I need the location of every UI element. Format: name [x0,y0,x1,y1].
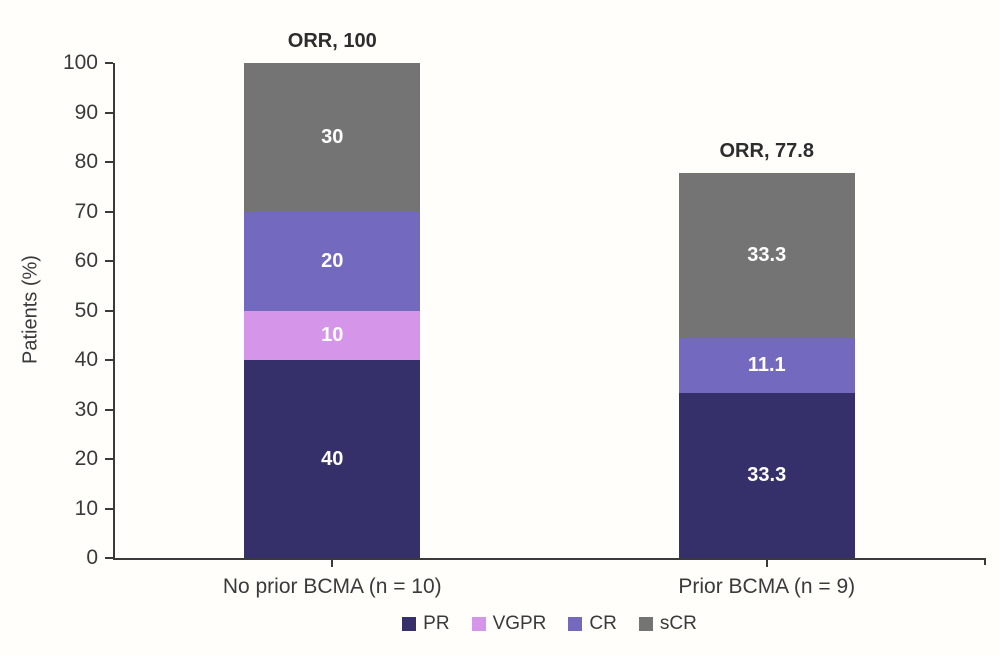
bar-segment-pr: 33.3 [678,393,855,558]
x-category-label: Prior BCMA (n = 9) [678,575,856,598]
y-tick-mark [105,210,113,213]
legend-label: VGPR [492,613,547,634]
y-tick-mark [105,161,113,163]
y-tick-mark [105,458,113,460]
x-tick-mark [331,560,334,567]
bar-value-label: 11.1 [747,354,786,377]
legend-item-cr: CR [568,613,617,635]
bar-segment-cr: 20 [244,211,421,311]
y-tick-label: 60 [74,249,98,272]
legend-item-pr: PR [402,613,450,635]
bar-segment-cr: 11.1 [678,338,855,394]
bar-segment-pr: 40 [244,360,421,558]
y-tick-label: 20 [74,447,98,470]
legend-item-vgpr: VGPR [471,613,547,635]
bar-value-label: 20 [321,249,344,272]
y-tick-mark [105,62,113,64]
x-axis-line [113,558,986,560]
legend-swatch-icon [402,617,417,631]
y-tick-mark [105,557,113,559]
orr-annotation: ORR, 77.8 [719,140,814,163]
chart-legend: PR VGPR CR sCR [115,613,984,635]
y-tick-label: 100 [62,51,98,74]
y-tick-label: 40 [74,348,98,371]
orr-annotation: ORR, 100 [287,30,377,52]
bar-value-label: 33.3 [747,244,787,267]
x-axis-end-tick [984,560,986,565]
y-tick-mark [105,111,113,114]
bar-segment-scr: 33.3 [678,173,855,339]
bar-value-label: 10 [321,323,344,346]
x-category-label: No prior BCMA (n = 10) [222,575,442,598]
y-tick-label: 70 [74,199,98,223]
y-tick-mark [105,408,113,411]
y-tick-mark [105,359,113,361]
legend-swatch-icon [471,617,486,631]
y-tick-mark [105,309,113,312]
y-tick-label: 10 [74,496,98,520]
x-tick-mark [765,560,768,567]
bar-value-label: 30 [321,125,344,148]
y-tick-label: 30 [74,397,98,421]
bar-value-label: 33.3 [747,464,787,487]
bar-value-label: 40 [321,447,344,470]
bar-segment-scr: 30 [244,63,421,212]
y-tick-label: 50 [74,298,98,322]
y-tick-mark [105,260,113,262]
bar-segment-vgpr: 10 [244,310,421,360]
legend-label: sCR [659,613,697,634]
y-tick-label: 0 [86,546,98,569]
y-axis-line [113,63,115,560]
legend-label: CR [589,613,617,634]
legend-swatch-icon [568,617,583,631]
legend-item-scr: sCR [638,613,697,635]
legend-label: PR [423,613,450,634]
legend-swatch-icon [638,617,653,631]
y-tick-label: 80 [74,150,98,173]
y-tick-mark [105,507,113,510]
y-tick-label: 90 [74,100,98,124]
